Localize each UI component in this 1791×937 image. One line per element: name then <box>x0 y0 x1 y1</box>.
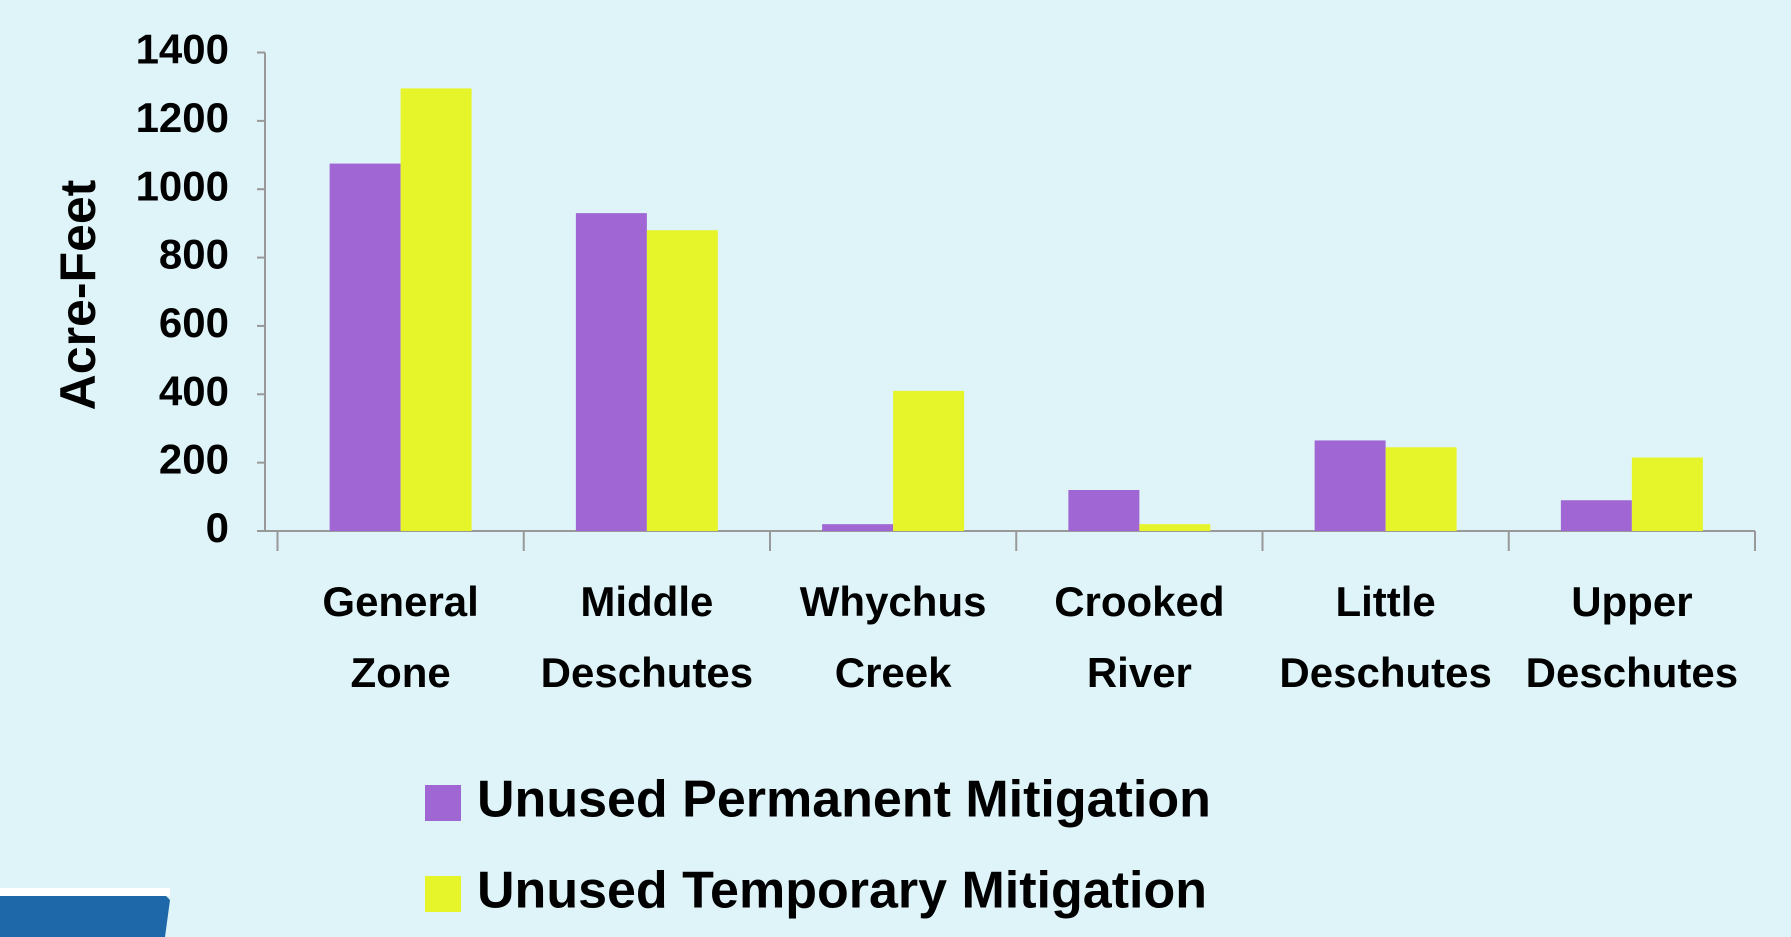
bar <box>1139 524 1211 531</box>
y-tick-label: 1400 <box>136 26 229 73</box>
legend-swatch <box>425 876 461 912</box>
x-tick-label: General Zone <box>322 578 478 696</box>
bar <box>1560 500 1632 531</box>
logo <box>0 890 170 937</box>
x-tick-label-line: General <box>322 578 478 625</box>
x-tick-label-line: River <box>1087 649 1192 696</box>
bar <box>329 163 401 531</box>
y-tick-label: 200 <box>159 436 229 483</box>
x-tick-label: Whychus Creek <box>800 578 987 696</box>
y-axis-label: Acre-Feet <box>50 179 106 410</box>
bar <box>400 88 472 531</box>
bar <box>1068 489 1140 531</box>
x-tick-label-line: Middle <box>580 578 713 625</box>
bar <box>1314 440 1386 531</box>
logo-edge <box>0 888 170 896</box>
y-tick-label: 400 <box>159 367 229 414</box>
x-tick-label-line: Whychus <box>800 578 987 625</box>
bar <box>822 524 894 531</box>
x-tick-label-line: Crooked <box>1054 578 1224 625</box>
x-tick-label: Upper Deschutes <box>1526 578 1738 696</box>
y-tick-label: 600 <box>159 299 229 346</box>
x-tick-label-line: Deschutes <box>1526 649 1738 696</box>
x-tick-label-line: Creek <box>835 649 952 696</box>
legend-swatch <box>425 785 461 821</box>
y-tick-label: 800 <box>159 231 229 278</box>
bar <box>1385 447 1457 531</box>
y-tick-label: 0 <box>206 504 229 551</box>
x-tick-label-line: Zone <box>350 649 450 696</box>
bar <box>646 230 718 531</box>
y-tick-label: 1000 <box>136 162 229 209</box>
x-tick-label-line: Upper <box>1571 578 1692 625</box>
y-tick-label: 1200 <box>136 94 229 141</box>
bar <box>1631 457 1703 531</box>
x-tick-label-line: Deschutes <box>541 649 753 696</box>
x-tick-label-line: Little <box>1335 578 1435 625</box>
x-tick-label-line: Deschutes <box>1279 649 1491 696</box>
legend-label: Unused Temporary Mitigation <box>477 862 1207 920</box>
x-tick-label: Middle Deschutes <box>541 578 753 696</box>
x-tick-label: Crooked River <box>1054 578 1224 696</box>
bar <box>575 213 647 531</box>
x-tick-label: Little Deschutes <box>1279 578 1491 696</box>
legend-label: Unused Permanent Mitigation <box>477 771 1211 829</box>
bar <box>893 390 965 531</box>
